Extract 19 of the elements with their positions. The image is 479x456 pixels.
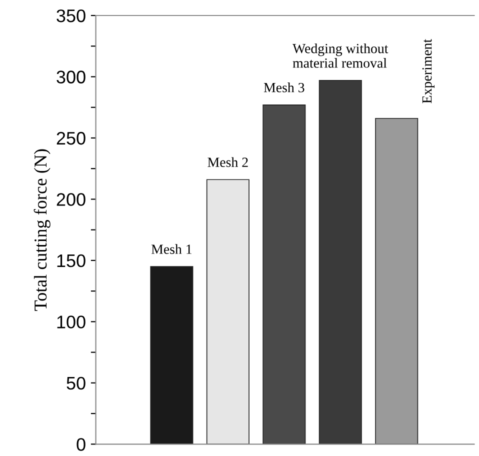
annotation: Wedging without material removal xyxy=(292,43,388,68)
bar xyxy=(150,266,194,444)
bar xyxy=(375,118,418,444)
y-axis-title: Total cutting force (N) xyxy=(34,149,50,311)
y-tick-label: 350 xyxy=(56,9,86,22)
annotation: Mesh 2 xyxy=(208,157,248,167)
annotation: Experiment xyxy=(422,38,435,104)
y-tick-label: 150 xyxy=(57,254,86,268)
y-tick-label: 100 xyxy=(57,316,86,328)
bar xyxy=(206,179,250,444)
bar xyxy=(318,80,362,444)
bar xyxy=(262,104,306,444)
annotation: Mesh 1 xyxy=(151,244,192,254)
y-tick-label: 200 xyxy=(56,193,86,206)
y-tick-label: 0 xyxy=(76,438,86,451)
y-tick-label: 50 xyxy=(66,376,86,390)
y-tick-label: 300 xyxy=(56,70,86,84)
annotation: Mesh 3 xyxy=(264,82,304,92)
y-tick-label: 250 xyxy=(56,132,86,145)
